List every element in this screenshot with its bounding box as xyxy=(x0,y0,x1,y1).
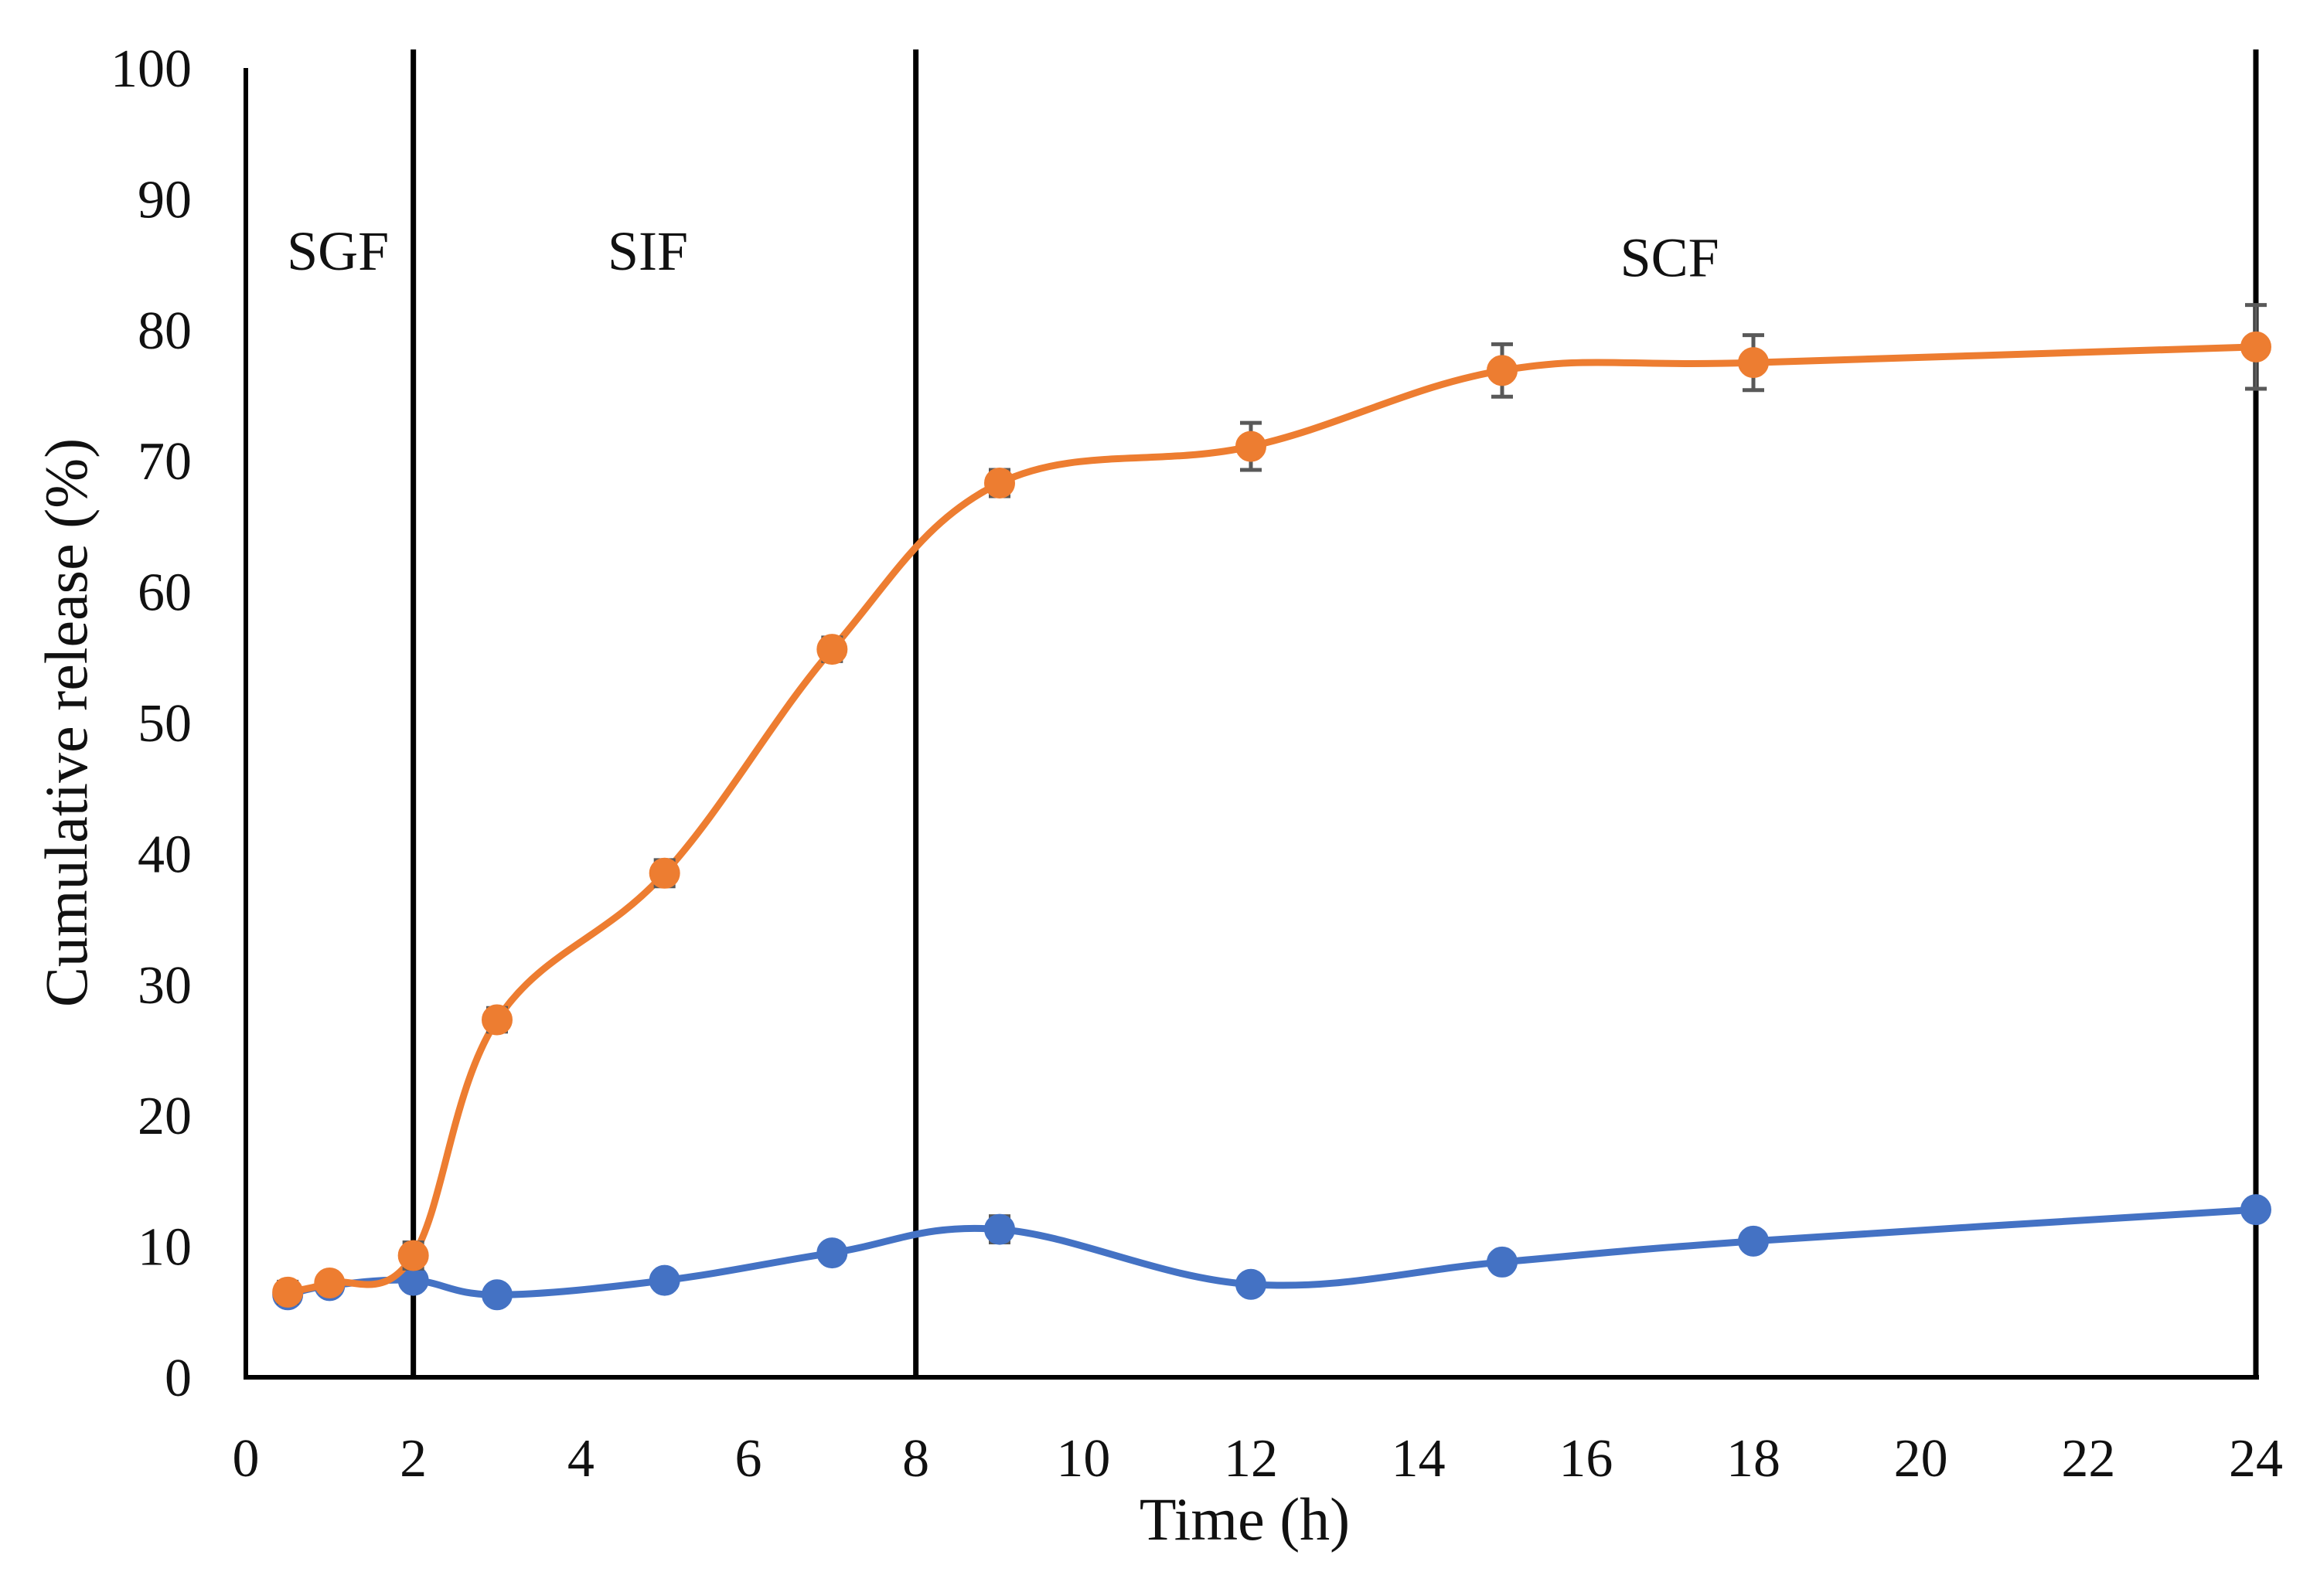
series-line xyxy=(284,343,2260,1296)
x-tick-label: 14 xyxy=(1392,1429,1446,1489)
x-tick-label: 10 xyxy=(1056,1429,1110,1489)
data-point xyxy=(1738,347,1769,379)
y-tick-label: 60 xyxy=(138,563,192,623)
phase-labels: SGF SIF SCF xyxy=(287,220,1719,288)
x-tick-label: 12 xyxy=(1224,1429,1278,1489)
data-point xyxy=(1738,1225,1769,1257)
data-point xyxy=(482,1279,513,1311)
y-tick-label: 100 xyxy=(111,39,192,99)
y-tick-label: 40 xyxy=(138,825,192,884)
y-tick-label: 70 xyxy=(138,432,192,492)
data-point xyxy=(649,857,680,889)
y-tick-label: 50 xyxy=(138,694,192,754)
series-layer xyxy=(272,303,2271,1311)
data-series xyxy=(272,1194,2271,1311)
x-tick-label: 22 xyxy=(2061,1429,2115,1489)
x-tick-label: 16 xyxy=(1559,1429,1613,1489)
y-tick-label: 30 xyxy=(138,956,192,1016)
data-point xyxy=(1487,355,1518,386)
data-point xyxy=(984,1213,1015,1245)
data-point xyxy=(482,1004,513,1036)
data-point xyxy=(272,1276,304,1308)
x-tick-label: 18 xyxy=(1726,1429,1780,1489)
phase-boundaries xyxy=(411,49,2259,1377)
data-series xyxy=(272,303,2271,1308)
phase-label: SGF xyxy=(287,220,389,282)
axes xyxy=(244,68,2259,1380)
data-point xyxy=(314,1268,346,1299)
x-tick-label: 24 xyxy=(2229,1429,2283,1489)
data-point xyxy=(397,1240,429,1271)
x-tick-label: 20 xyxy=(1894,1429,1948,1489)
data-point xyxy=(1235,1268,1266,1300)
phase-label: SIF xyxy=(608,220,688,282)
y-tick-label: 0 xyxy=(165,1349,192,1408)
data-point xyxy=(1487,1246,1518,1278)
data-point xyxy=(816,634,848,665)
data-point xyxy=(2240,1194,2271,1226)
y-tick-label: 20 xyxy=(138,1087,192,1146)
y-tick-label: 80 xyxy=(138,301,192,361)
x-tick-label: 8 xyxy=(902,1429,929,1489)
y-axis-title: Cumulative release (%) xyxy=(32,438,100,1007)
y-tick-label: 90 xyxy=(138,170,192,230)
tick-labels: 0 2 4 6 8 10 12 14 16 18 20 22 240102030405060708090… xyxy=(111,39,2283,1489)
data-point xyxy=(649,1264,680,1296)
phase-label: SCF xyxy=(1620,227,1719,289)
x-tick-label: 4 xyxy=(567,1429,595,1489)
x-axis-title: Time (h) xyxy=(1140,1485,1350,1553)
x-tick-label: 6 xyxy=(735,1429,762,1489)
data-point xyxy=(984,467,1015,499)
series-line xyxy=(284,1206,2260,1298)
data-point xyxy=(816,1237,848,1269)
y-tick-label: 10 xyxy=(138,1218,192,1278)
x-tick-label: 2 xyxy=(400,1429,427,1489)
x-tick-label: 0 xyxy=(233,1429,260,1489)
data-point xyxy=(2240,331,2271,362)
data-point xyxy=(1235,430,1266,462)
